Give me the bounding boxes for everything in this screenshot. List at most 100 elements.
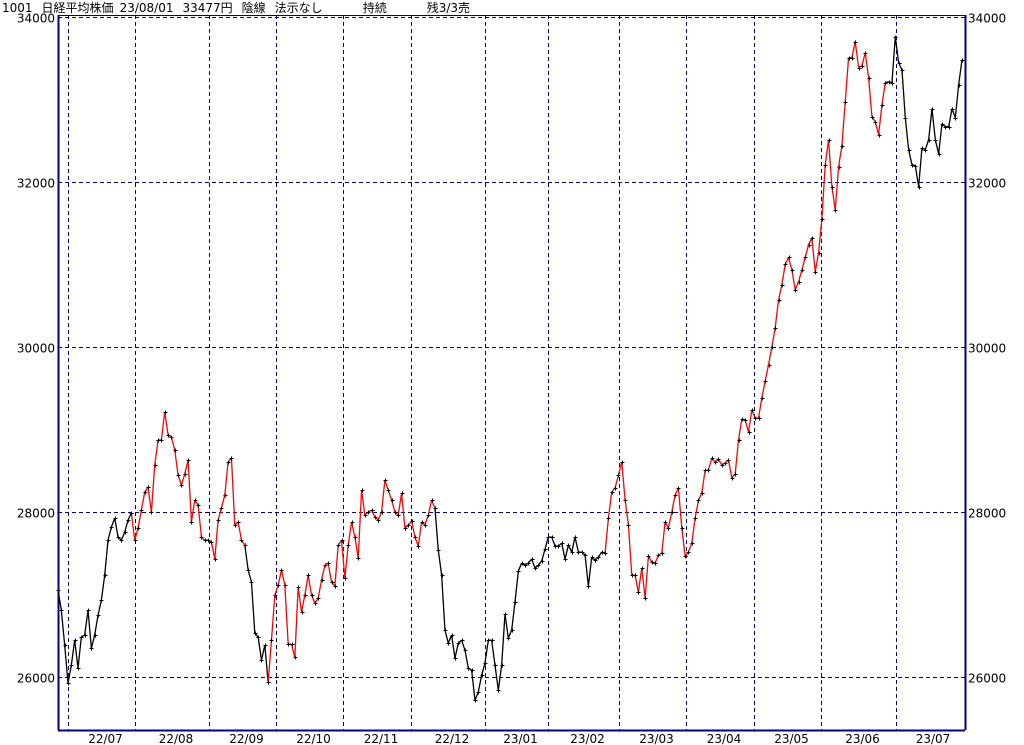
data-point-marker	[850, 56, 855, 61]
data-point-marker	[653, 561, 658, 566]
data-point-marker	[96, 613, 101, 618]
data-point-marker	[616, 473, 621, 478]
price-line-segment	[881, 82, 886, 105]
line-type: 陰線	[241, 1, 266, 15]
price-line-segment	[811, 237, 816, 272]
price-line-segment	[864, 52, 870, 78]
data-point-marker	[506, 636, 511, 641]
price-line-segment	[924, 139, 930, 150]
price-line-segment	[397, 492, 403, 516]
price-line-segment	[160, 411, 166, 441]
x-tick-label: 22/07	[88, 732, 123, 745]
data-point-marker	[837, 165, 842, 170]
price-line-segment	[627, 525, 633, 576]
data-point-marker	[396, 513, 401, 518]
price-line-segment	[804, 244, 810, 258]
x-tick-label: 22/12	[435, 732, 470, 745]
x-tick-label: 23/07	[916, 732, 951, 745]
data-point-marker	[343, 576, 348, 581]
data-point-marker	[600, 550, 605, 555]
data-point-marker	[263, 643, 268, 648]
data-point-marker	[560, 541, 565, 546]
data-point-marker	[99, 598, 104, 603]
data-point-marker	[209, 540, 214, 545]
price-line-segment	[344, 544, 349, 579]
data-point-marker	[580, 550, 585, 555]
data-point-marker	[643, 596, 648, 601]
price-line-segment	[814, 252, 820, 272]
data-point-marker	[350, 520, 355, 525]
data-point-marker	[633, 573, 638, 578]
price-line-segment	[831, 186, 836, 210]
data-point-marker	[830, 185, 835, 190]
data-point-marker	[103, 573, 108, 578]
data-point-marker	[610, 490, 615, 495]
price-line-segment	[841, 101, 846, 146]
data-point-marker	[917, 185, 922, 190]
price-line-segment	[624, 499, 630, 526]
data-point-marker	[887, 80, 892, 85]
data-point-marker	[937, 152, 942, 157]
x-tick-label: 23/04	[707, 732, 742, 745]
price-line-segment	[317, 579, 323, 599]
data-point-marker	[300, 610, 305, 615]
data-point-marker	[933, 138, 938, 143]
data-point-marker	[310, 593, 315, 598]
data-point-marker	[259, 658, 264, 663]
data-point-marker	[256, 635, 261, 640]
y-tick-label-right: 26000	[968, 672, 1006, 686]
data-point-marker	[480, 673, 485, 678]
price-line-segment	[197, 504, 203, 538]
price-line-segment	[210, 541, 216, 560]
price-line-segment	[187, 459, 193, 523]
price-line-segment	[237, 521, 243, 541]
price-line-segment	[464, 650, 469, 669]
data-point-marker	[453, 656, 458, 661]
data-point-marker	[543, 547, 548, 552]
data-point-marker	[680, 526, 685, 531]
data-point-marker	[83, 633, 88, 638]
data-point-marker	[716, 457, 721, 462]
price-line-segment	[607, 491, 613, 519]
data-point-marker	[69, 663, 74, 668]
data-point-marker	[623, 498, 628, 503]
price-line-segment	[727, 459, 733, 479]
price-line-segment	[661, 521, 666, 554]
data-point-marker	[129, 511, 134, 516]
data-point-marker	[673, 493, 678, 498]
price-line-segment	[701, 469, 706, 494]
price-line-segment	[837, 145, 843, 167]
data-point-marker	[146, 485, 151, 490]
price-line-segment	[717, 458, 723, 466]
price-line-segment	[57, 589, 62, 611]
data-point-marker	[583, 553, 588, 558]
price-line-segment	[781, 264, 786, 286]
data-point-marker	[737, 438, 742, 443]
data-point-marker	[663, 520, 668, 525]
price-line-segment	[267, 640, 273, 683]
price-line-segment	[244, 544, 249, 571]
data-point-marker	[570, 550, 575, 555]
data-point-marker	[316, 596, 321, 601]
data-point-marker	[793, 288, 798, 293]
price-line-segment	[250, 582, 256, 634]
data-point-marker	[817, 251, 822, 256]
data-point-marker	[953, 116, 958, 121]
price-line-segment	[761, 380, 766, 399]
data-point-marker	[410, 519, 415, 524]
data-point-marker	[520, 561, 525, 566]
data-point-marker	[330, 580, 335, 585]
price-line-segment	[400, 492, 406, 529]
price-line-segment	[844, 57, 850, 102]
data-point-marker	[783, 262, 788, 267]
price-line-segment	[777, 284, 783, 300]
data-point-marker	[483, 661, 488, 666]
data-point-marker	[166, 433, 171, 438]
data-point-marker	[757, 416, 762, 421]
rule: 法示なし	[274, 1, 323, 15]
price-line-segment	[347, 521, 353, 546]
data-point-marker	[900, 68, 905, 73]
price-line-segment	[90, 634, 96, 649]
price-line-segment	[767, 346, 773, 366]
data-point-marker	[787, 255, 792, 260]
